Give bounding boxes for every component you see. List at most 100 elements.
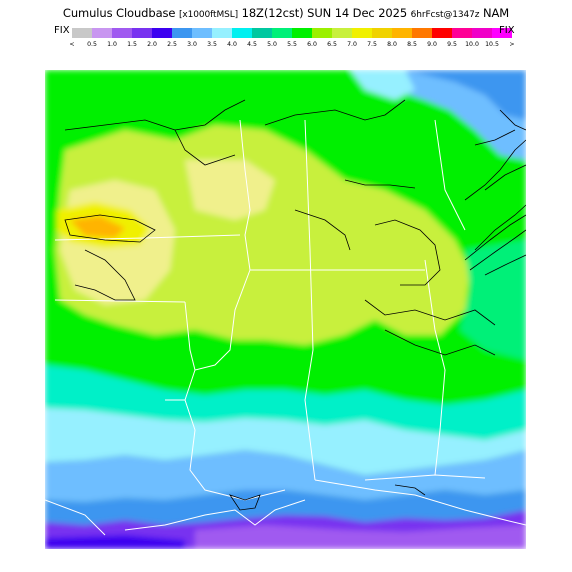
title-product: Cumulus Cloudbase [62,6,176,20]
legend-tick-label: 9.5 [447,41,457,48]
legend-swatch [172,28,192,38]
field-orange-core [70,216,125,238]
legend-swatch [132,28,152,38]
contour-west-loop [74,249,136,301]
legend-swatch [352,28,372,38]
legend-tick-label: 3.0 [187,41,197,48]
field-gulf-deepblue [45,535,185,549]
legend-swatch [212,28,232,38]
legend-tick-label: 10.0 [465,41,479,48]
title-valid-time: 18Z(12cst) SUN 14 Dec 2025 [241,6,408,20]
field-gulf-lightpurple [195,525,526,549]
boundary-tx-la-north [54,299,186,303]
legend-fix-left: FIX [54,25,70,36]
legend-tick-label: 6.5 [327,41,337,48]
legend-tick-label: 1.0 [107,41,117,48]
legend-swatch [112,28,132,38]
field-blue-band [45,490,526,525]
legend-tick-label: 5.0 [267,41,277,48]
field-lightcyan-band [45,408,526,475]
legend-tick-label: 0.5 [87,41,97,48]
coastline-la [124,499,306,531]
legend-swatch [252,28,272,38]
field-south-green [45,320,526,405]
legend-swatch [452,28,472,38]
legend-swatch [492,28,512,38]
legend-swatch [412,28,432,38]
title-forecast: 6hrFcst@1347z [410,10,480,20]
title-model: NAM [483,6,510,20]
contour-west-core [64,214,156,243]
legend-tick-label: > [509,41,515,48]
contour-ne-7 [499,109,526,131]
contour-east-1 [364,299,496,326]
legend-swatch [392,28,412,38]
contour-ne-5 [484,254,526,276]
contour-ne-1 [464,139,526,201]
field-north-paleyellow [185,160,275,220]
contour-ne-6 [484,164,526,191]
boundary-la-tx-west [184,301,196,371]
legend-swatch [372,28,392,38]
legend-tick-label: 2.5 [167,41,177,48]
legend-tick-label: 9.0 [427,41,437,48]
legend-tick-label: < [69,41,75,48]
legend-tick-label: 4.0 [227,41,237,48]
legend-swatch [332,28,352,38]
legend-swatch [292,28,312,38]
boundary-ms-al [304,119,316,481]
field-central-yellowgreen [55,125,470,345]
contour-north-2 [174,129,236,166]
legend-tick-label: 1.5 [127,41,137,48]
contour-ne-4 [469,229,526,271]
title-units: [x1000ftMSL] [178,10,239,20]
contour-lines [64,99,526,511]
legend-fix-right: FIX [499,25,515,36]
cloudbase-field [45,70,526,549]
contour-gulf-loop [229,494,261,511]
legend-swatch [312,28,332,38]
color-legend: FIX <0.5 1.0 1.5 2.0 2.5 3.0 3.5 4.0 4.5 5.0 5.5 6.… [54,25,521,53]
field-teal-band [45,365,526,440]
contour-gulf-east [394,484,426,496]
cloudbase-map [45,70,526,549]
field-ne-cyan [350,70,415,100]
field-east-green [460,240,526,360]
legend-swatch [272,28,292,38]
contour-north-3 [264,99,406,126]
legend-tick-label: 3.5 [207,41,217,48]
boundary-tn-ky [434,119,466,231]
legend-swatch [232,28,252,38]
legend-tick-label: 5.5 [287,41,297,48]
legend-swatch [472,28,492,38]
contour-ne-3 [464,214,526,261]
legend-tick-label: 6.0 [307,41,317,48]
boundary-al-ga [424,259,446,476]
legend-swatch [152,28,172,38]
map-panel [45,70,526,549]
legend-tick-label: 2.0 [147,41,157,48]
coastline-gulf-east [314,479,526,526]
boundary-fl-al [364,474,486,481]
legend-swatch [432,28,452,38]
legend-swatch [92,28,112,38]
contour-east-2 [384,329,496,356]
legend-swatches [72,28,512,38]
legend-tick-label: 10.5 [485,41,499,48]
legend-tick-label: 7.5 [367,41,377,48]
contour-center-1 [294,209,351,251]
field-skyblue-band [45,450,526,502]
legend-tick-label: 8.5 [407,41,417,48]
map-title: Cumulus Cloudbase [x1000ftMSL] 18Z(12cst… [0,6,572,20]
contour-ne-8 [474,129,516,146]
contour-ne-2 [474,204,526,251]
legend-tick-label: 7.0 [347,41,357,48]
legend-swatch [192,28,212,38]
contour-center-2 [344,179,416,189]
boundary-tx-coast [45,499,106,536]
legend-tick-labels: <0.5 1.0 1.5 2.0 2.5 3.0 3.5 4.0 4.5 5.0 5.5 6.0 6.5… [69,41,514,51]
legend-swatch [72,28,92,38]
boundary-ar-ms-river [184,119,251,401]
field-ne-darkblue [405,70,526,120]
